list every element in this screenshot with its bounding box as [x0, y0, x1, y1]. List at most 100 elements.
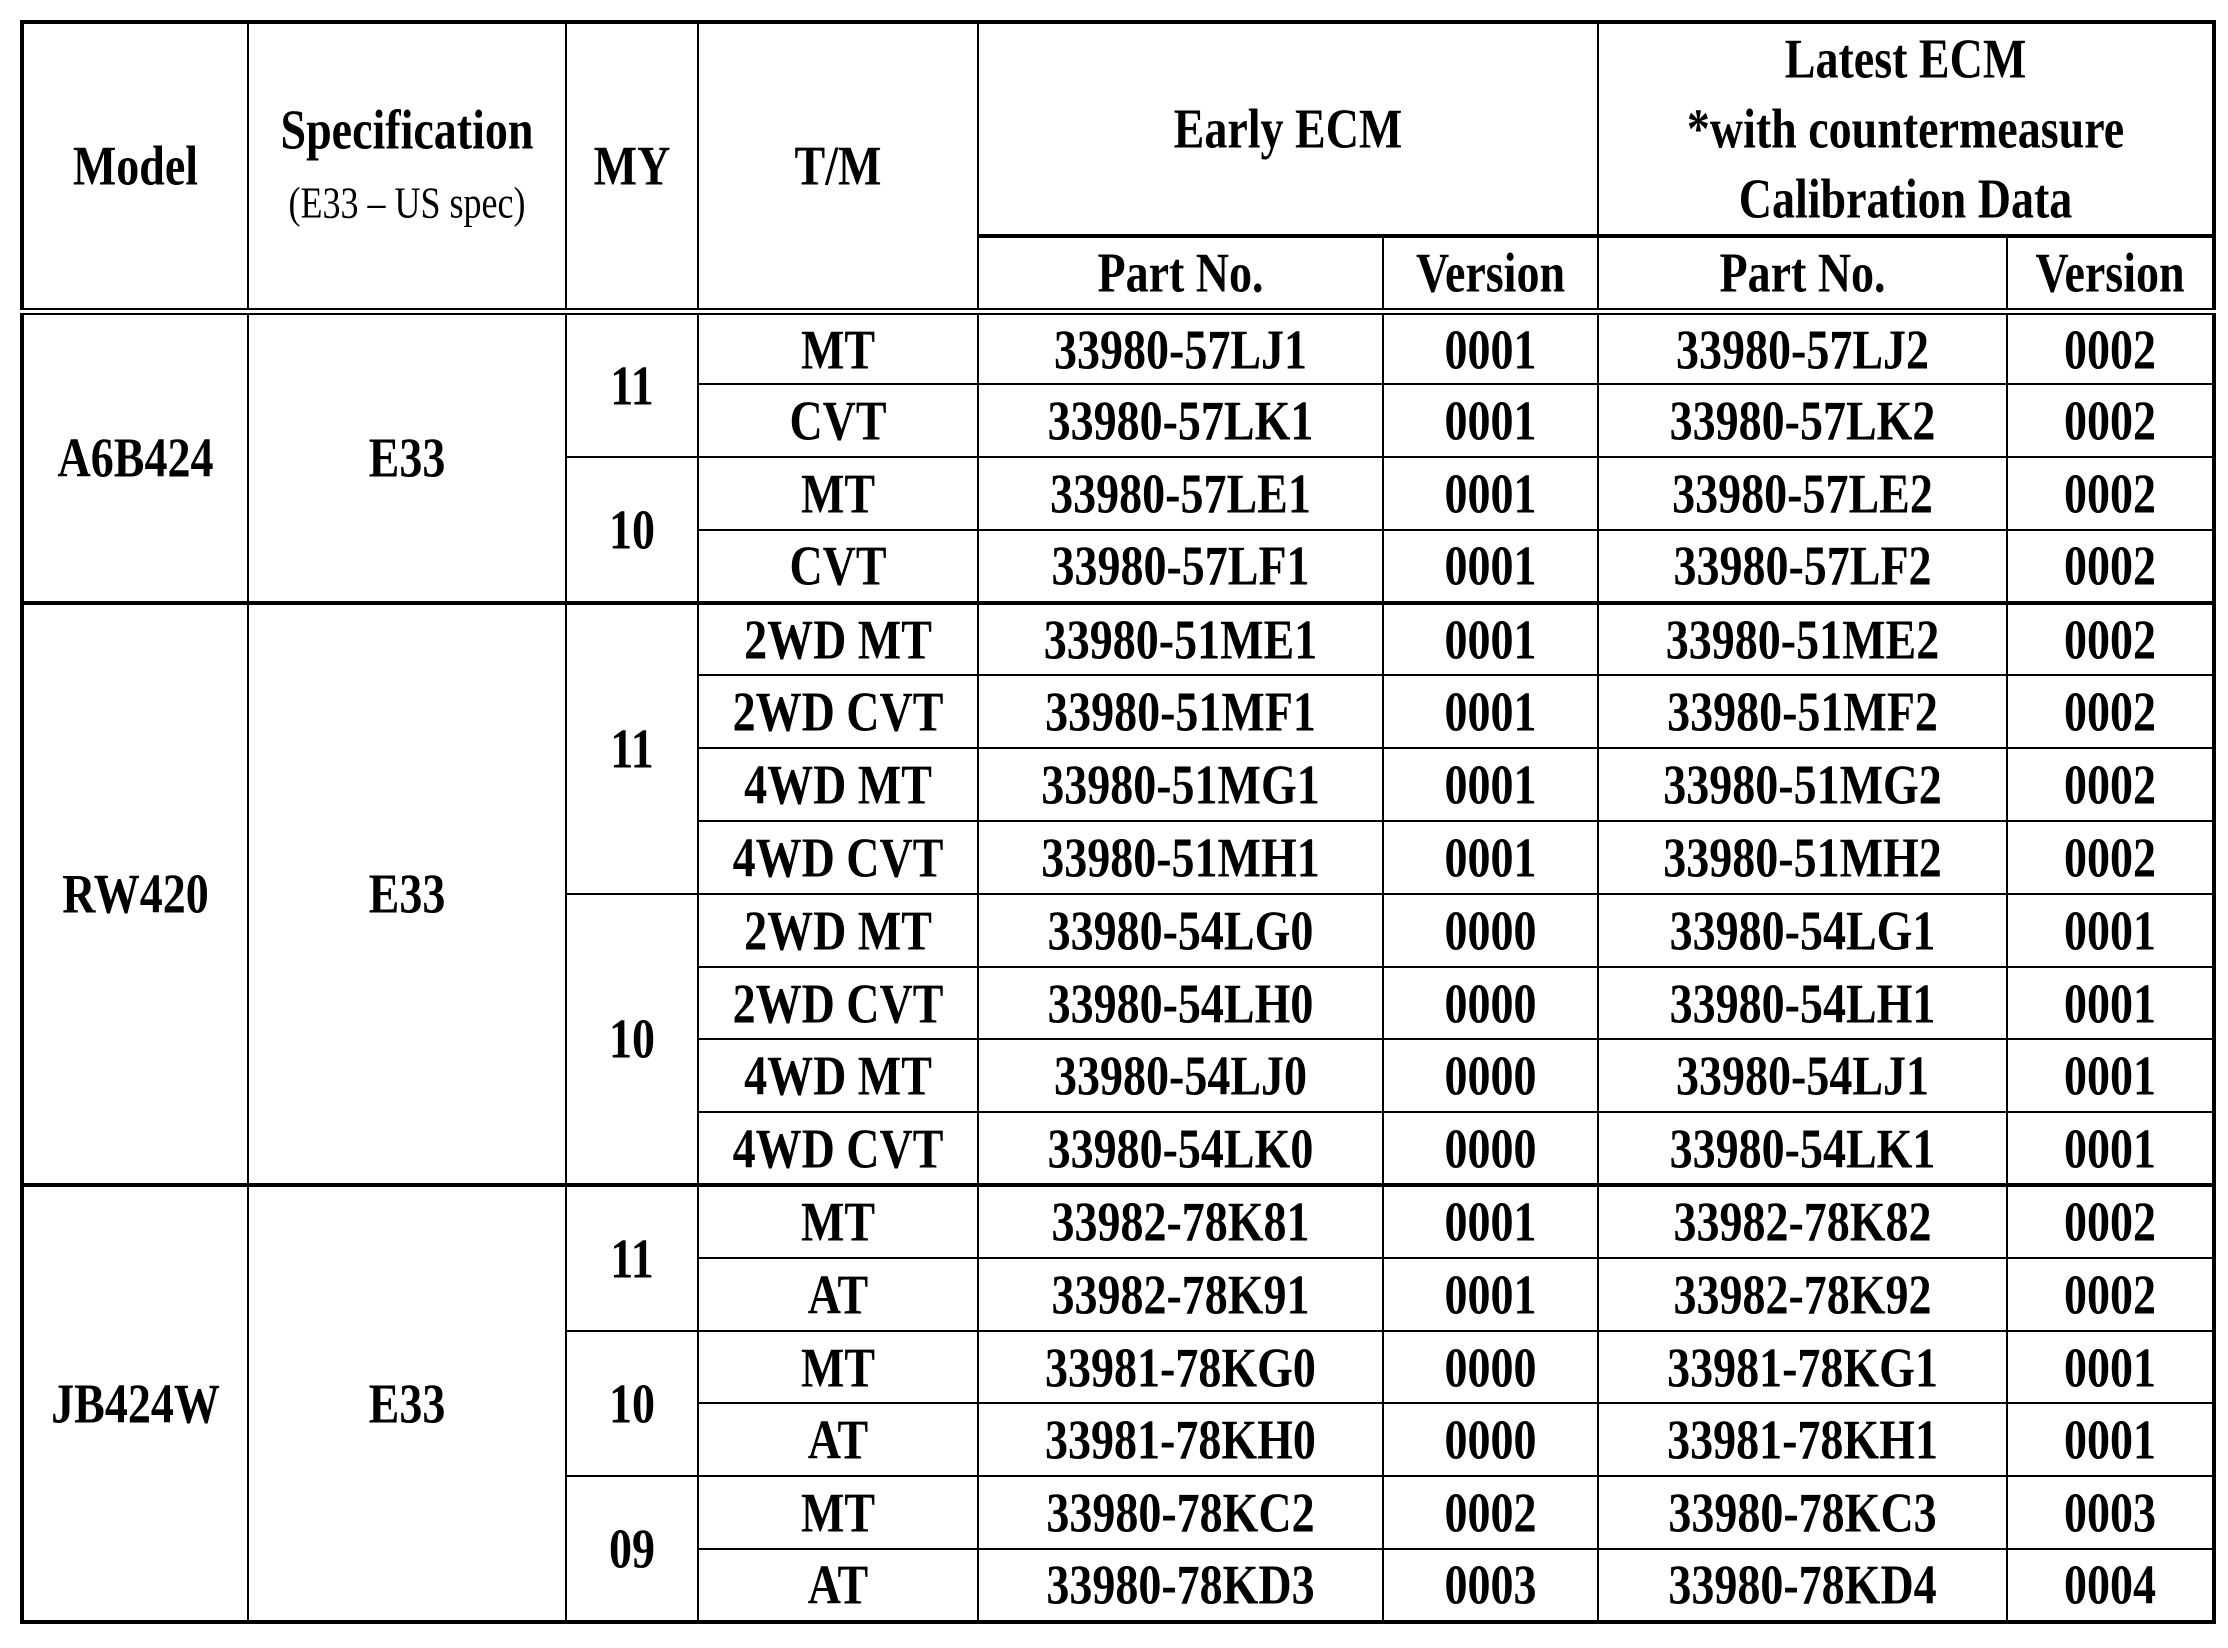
latest-part-no-cell: 33980-51ME2 [1597, 600, 2009, 677]
table-row: 10 MT 33980-57LE1 0001 33980-57LE2 0002 [22, 456, 2216, 604]
latest-part-no-cell: 33982-78K92 [1597, 1256, 2009, 1332]
table-row: 4WD CVT 33980-54LK0 0000 33980-54LK1 0001 [22, 1111, 2216, 1187]
spec-cell: E33 [247, 600, 567, 1187]
table-row: AT 33982-78K91 0001 33982-78K92 0002 [22, 1256, 2216, 1332]
early-version-cell: 0000 [1381, 892, 1600, 968]
table-row: CVT 33980-57LF1 0001 33980-57LF2 0002 [22, 528, 2216, 604]
tm-cell: AT [697, 1402, 979, 1478]
table-row: 4WD MT 33980-51MG1 0001 33980-51MG2 0002 [22, 747, 2216, 823]
latest-part-no-cell: 33980-57LE2 [1597, 456, 2009, 531]
header-specification: Specification (E33 – US spec) [247, 21, 567, 313]
early-part-no-cell: 33980-51MF1 [977, 674, 1384, 750]
my-cell: 11 [565, 1183, 699, 1332]
my-cell: 09 [565, 1475, 699, 1623]
latest-version-cell: 0002 [2006, 820, 2216, 895]
early-part-no-cell: 33980-57LE1 [977, 456, 1384, 531]
header-tm: T/M [697, 21, 979, 313]
table-row: 10 2WD MT 33980-54LG0 0000 33980-54LG1 0001 [22, 892, 2216, 1187]
early-part-no-cell: 33981-78KG0 [977, 1329, 1384, 1405]
latest-version-cell: 0002 [2006, 1183, 2216, 1259]
early-version-cell: 0000 [1381, 1402, 1600, 1478]
early-part-no-cell: 33980-78KC2 [977, 1475, 1384, 1551]
early-part-no-cell: 33982-78K81 [977, 1183, 1384, 1259]
header-latest-version: Version [2006, 234, 2216, 313]
latest-version-cell: 0003 [2006, 1475, 2216, 1551]
early-part-no-cell: 33982-78K91 [977, 1256, 1384, 1332]
early-version-cell: 0001 [1381, 600, 1600, 677]
header-row: Model Specification (E33 – US spec) MY T/… [21, 21, 2216, 313]
latest-part-no-cell: 33980-78KD4 [1597, 1548, 2009, 1623]
early-version-cell: 0003 [1381, 1548, 1600, 1623]
latest-part-no-cell: 33980-78KC3 [1597, 1475, 2009, 1551]
table-body: A6B424 E33 11 MT 33980-57LJ1 0001 33980-57LJ2 0… [21, 307, 2216, 1623]
table-row: 4WD CVT 33980-51MH1 0001 33980-51MH2 0002 [22, 820, 2216, 895]
tm-cell: AT [697, 1548, 979, 1623]
early-version-cell: 0002 [1381, 1475, 1600, 1551]
header-latest-ecm: Latest ECM *with countermeasure Calibratio… [1597, 21, 2216, 237]
tm-cell: MT [697, 1183, 979, 1259]
tm-cell: 2WD MT [697, 600, 979, 677]
model-cell: A6B424 [21, 307, 249, 604]
early-version-cell: 0001 [1381, 308, 1600, 386]
latest-version-cell: 0002 [2006, 674, 2216, 750]
early-part-no-cell: 33980-57LK1 [977, 383, 1384, 459]
tm-cell: 2WD CVT [697, 674, 979, 750]
latest-part-no-cell: 33980-51MG2 [1597, 747, 2009, 823]
table-row: AT 33981-78KH0 0000 33981-78KH1 0001 [22, 1402, 2216, 1478]
latest-part-no-cell: 33980-51MH2 [1597, 820, 2009, 895]
latest-part-no-cell: 33980-54LJ1 [1597, 1038, 2009, 1114]
my-cell: 10 [565, 456, 699, 604]
early-version-cell: 0000 [1381, 1329, 1600, 1405]
header-specification-note: (E33 – US spec) [288, 178, 526, 227]
latest-part-no-cell: 33980-57LF2 [1597, 528, 2009, 604]
early-part-no-cell: 33980-51MH1 [977, 820, 1384, 895]
tm-cell: CVT [697, 528, 979, 604]
latest-version-cell: 0002 [2006, 383, 2216, 459]
early-part-no-cell: 33980-57LJ1 [977, 308, 1384, 386]
early-version-cell: 0001 [1381, 820, 1600, 895]
table-row: 2WD CVT 33980-51MF1 0001 33980-51MF2 0002 [22, 674, 2216, 750]
tm-cell: MT [697, 1475, 979, 1551]
table-row: CVT 33980-57LK1 0001 33980-57LK2 0002 [22, 383, 2216, 459]
early-version-cell: 0000 [1381, 1038, 1600, 1114]
early-version-cell: 0001 [1381, 1256, 1600, 1332]
header-my: MY [565, 21, 699, 313]
table-row: AT 33980-78KD3 0003 33980-78KD4 0004 [22, 1548, 2216, 1623]
spec-cell: E33 [247, 1183, 567, 1623]
my-cell: 11 [565, 600, 699, 895]
early-version-cell: 0001 [1381, 383, 1600, 459]
early-version-cell: 0001 [1381, 674, 1600, 750]
table-row: 4WD MT 33980-54LJ0 0000 33980-54LJ1 0001 [22, 1038, 2216, 1114]
tm-cell: CVT [697, 383, 979, 459]
table-row: A6B424 E33 11 MT 33980-57LJ1 0001 33980-57LJ2 0… [21, 307, 2216, 604]
my-cell: 11 [565, 308, 699, 459]
tm-cell: 4WD MT [697, 747, 979, 823]
latest-version-cell: 0001 [2006, 1111, 2216, 1187]
early-part-no-cell: 33980-54LJ0 [977, 1038, 1384, 1114]
latest-version-cell: 0002 [2006, 308, 2216, 386]
latest-part-no-cell: 33980-57LK2 [1597, 383, 2009, 459]
tm-cell: MT [697, 1329, 979, 1405]
early-version-cell: 0001 [1381, 528, 1600, 604]
early-version-cell: 0001 [1381, 747, 1600, 823]
ecm-calibration-table: Model Specification (E33 – US spec) MY T/… [20, 20, 2217, 1624]
table-row: 09 MT 33980-78KC2 0002 33980-78KC3 0003 [22, 1475, 2216, 1623]
latest-version-cell: 0001 [2006, 892, 2216, 968]
header-early-version: Version [1381, 234, 1600, 313]
latest-part-no-cell: 33981-78KH1 [1597, 1402, 2009, 1478]
early-version-cell: 0000 [1381, 965, 1600, 1041]
latest-version-cell: 0001 [2006, 1402, 2216, 1478]
header-model: Model [21, 21, 249, 313]
latest-part-no-cell: 33980-54LK1 [1597, 1111, 2009, 1187]
latest-version-cell: 0001 [2006, 1038, 2216, 1114]
tm-cell: 4WD MT [697, 1038, 979, 1114]
early-part-no-cell: 33980-54LG0 [977, 892, 1384, 968]
table-row: JB424W E33 11 MT 33982-78K81 0001 33982-78K82 0… [21, 1183, 2216, 1623]
tm-cell: MT [697, 456, 979, 531]
early-part-no-cell: 33980-54LK0 [977, 1111, 1384, 1187]
latest-version-cell: 0002 [2006, 747, 2216, 823]
early-part-no-cell: 33980-51MG1 [977, 747, 1384, 823]
latest-version-cell: 0002 [2006, 600, 2216, 677]
latest-version-cell: 0001 [2006, 1329, 2216, 1405]
latest-part-no-cell: 33980-57LJ2 [1597, 308, 2009, 386]
